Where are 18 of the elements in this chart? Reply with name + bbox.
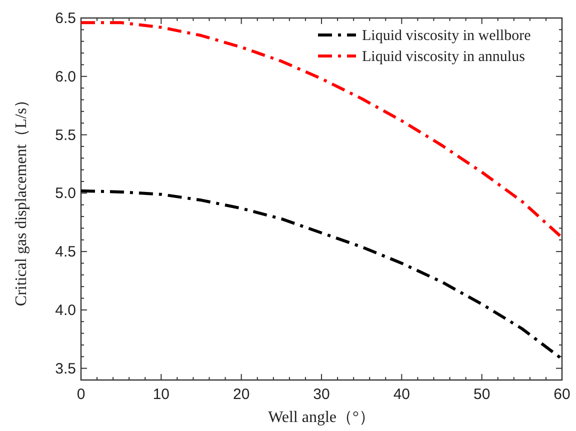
y-tick-label: 3.5 <box>55 360 76 378</box>
legend-label: Liquid viscosity in annulus <box>362 49 526 65</box>
y-tick-label: 5.0 <box>55 185 76 202</box>
x-tick-label: 40 <box>393 386 410 403</box>
legend-label: Liquid viscosity in wellbore <box>362 28 532 44</box>
x-axis-title: Well angle（°） <box>268 409 375 426</box>
x-tick-label: 60 <box>554 386 570 403</box>
y-tick-label: 6.0 <box>55 68 76 86</box>
y-tick-label: 6.5 <box>55 10 76 27</box>
y-tick-label: 5.5 <box>55 126 76 144</box>
x-tick-label: 50 <box>473 386 490 403</box>
y-axis-title: Critical gas displacement（L/s） <box>13 92 30 306</box>
x-tick-label: 10 <box>152 386 170 403</box>
x-tick-label: 0 <box>76 386 86 403</box>
x-tick-label: 30 <box>313 386 330 403</box>
x-tick-label: 20 <box>232 386 250 403</box>
y-tick-label: 4.0 <box>55 302 76 319</box>
y-tick-label: 4.5 <box>55 244 76 261</box>
